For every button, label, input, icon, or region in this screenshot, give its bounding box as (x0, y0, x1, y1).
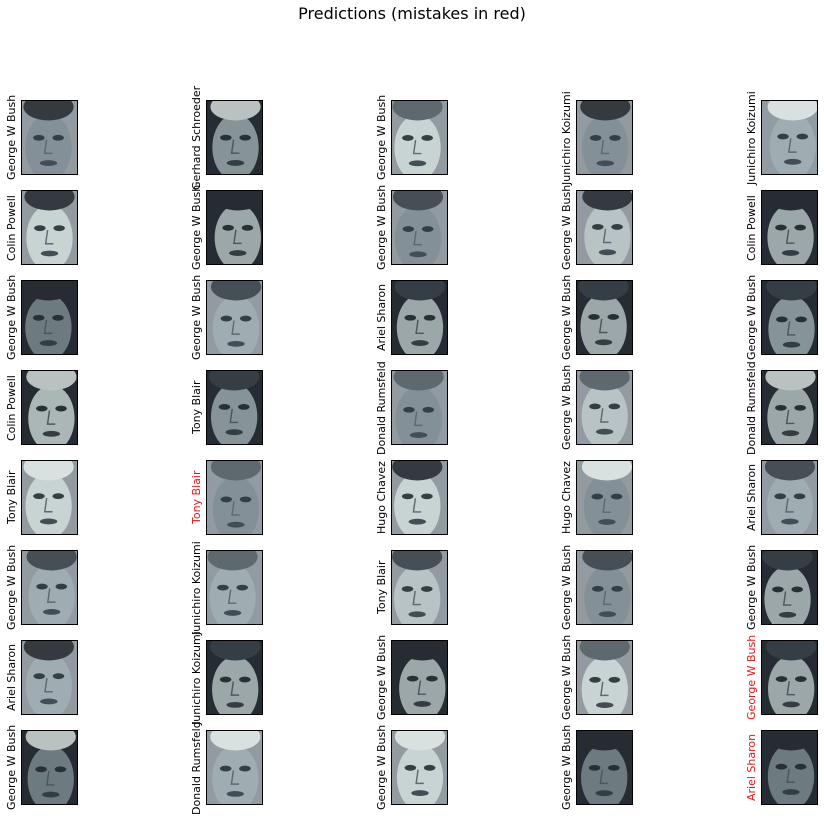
prediction-label: Ariel Sharon (745, 733, 758, 801)
face-image (206, 100, 263, 175)
face-image (761, 190, 818, 265)
prediction-label: Tony Blair (375, 560, 388, 614)
prediction-label: George W Bush (5, 94, 18, 180)
face-image (206, 190, 263, 265)
prediction-label: Colin Powell (745, 194, 758, 261)
face-image (206, 370, 263, 445)
prediction-label: Tony Blair (5, 470, 18, 524)
face-image (391, 550, 448, 625)
prediction-label: George W Bush (190, 274, 203, 360)
prediction-label: George W Bush (560, 184, 573, 270)
prediction-label: George W Bush (375, 184, 388, 270)
face-image (576, 100, 633, 175)
face-image (576, 370, 633, 445)
face-image (21, 460, 78, 535)
face-image (21, 730, 78, 805)
face-image (576, 460, 633, 535)
prediction-label: Donald Rumsfeld (375, 360, 388, 455)
face-image (761, 550, 818, 625)
face-image (576, 730, 633, 805)
prediction-label: George W Bush (560, 364, 573, 450)
face-image (391, 280, 448, 355)
prediction-label: Ariel Sharon (5, 643, 18, 711)
prediction-label: Junichiro Koizumi (190, 540, 203, 635)
face-image (206, 460, 263, 535)
prediction-label: George W Bush (560, 634, 573, 720)
face-image (206, 640, 263, 715)
prediction-label: George W Bush (190, 184, 203, 270)
prediction-label: George W Bush (375, 94, 388, 180)
prediction-label: Hugo Chavez (375, 461, 388, 534)
face-image (576, 280, 633, 355)
prediction-label: George W Bush (560, 274, 573, 360)
prediction-label: George W Bush (5, 274, 18, 360)
face-image (761, 730, 818, 805)
face-image (761, 460, 818, 535)
prediction-label: George W Bush (5, 544, 18, 630)
face-image (21, 550, 78, 625)
face-image (391, 460, 448, 535)
prediction-label: George W Bush (745, 544, 758, 630)
face-image (206, 280, 263, 355)
face-image (391, 100, 448, 175)
face-image (761, 640, 818, 715)
face-image (391, 190, 448, 265)
prediction-label: George W Bush (560, 544, 573, 630)
face-image (206, 730, 263, 805)
face-image (391, 640, 448, 715)
prediction-label: Gerhard Schroeder (190, 85, 203, 190)
face-image (21, 280, 78, 355)
prediction-label: George W Bush (375, 724, 388, 810)
prediction-label: Junichiro Koizumi (190, 630, 203, 725)
face-image (391, 370, 448, 445)
prediction-label: George W Bush (745, 634, 758, 720)
face-image (21, 640, 78, 715)
figure-title: Predictions (mistakes in red) (298, 4, 526, 23)
prediction-label: Ariel Sharon (375, 283, 388, 351)
face-image (576, 190, 633, 265)
prediction-label: George W Bush (375, 634, 388, 720)
prediction-label: Tony Blair (190, 470, 203, 524)
prediction-label: George W Bush (5, 724, 18, 810)
face-image (21, 370, 78, 445)
prediction-label: Tony Blair (190, 380, 203, 434)
prediction-label: Junichiro Koizumi (560, 90, 573, 185)
face-image (576, 550, 633, 625)
face-image (761, 280, 818, 355)
face-image (761, 100, 818, 175)
prediction-label: Junichiro Koizumi (745, 90, 758, 185)
prediction-label: George W Bush (745, 274, 758, 360)
face-image (576, 640, 633, 715)
face-image (761, 370, 818, 445)
prediction-label: Donald Rumsfeld (190, 720, 203, 815)
prediction-label: Hugo Chavez (560, 461, 573, 534)
prediction-label: Ariel Sharon (745, 463, 758, 531)
face-image (21, 100, 78, 175)
prediction-label: Colin Powell (5, 194, 18, 261)
face-image (391, 730, 448, 805)
face-image (21, 190, 78, 265)
face-image (206, 550, 263, 625)
prediction-label: Colin Powell (5, 374, 18, 441)
prediction-label: Donald Rumsfeld (745, 360, 758, 455)
prediction-label: George W Bush (560, 724, 573, 810)
